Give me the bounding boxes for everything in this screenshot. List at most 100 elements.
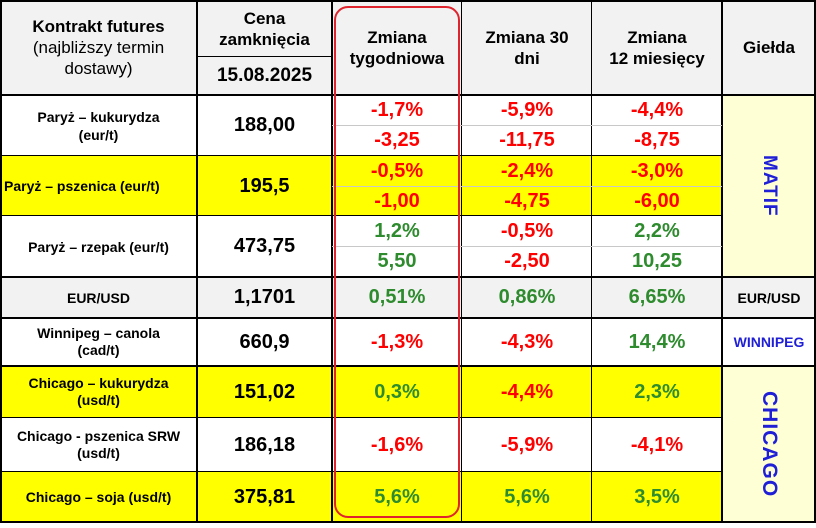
row-winnipeg-canola-12m: 14,4%	[592, 318, 722, 366]
value: 0,51%	[368, 286, 426, 308]
row-paris-rapeseed-price: 473,75	[197, 216, 332, 277]
row-eurusd-weekly: 0,51%	[332, 277, 462, 318]
header-contract: Kontrakt futures (najbliższy termin dost…	[0, 0, 197, 95]
value: -1,3%	[370, 330, 424, 353]
grid-line	[331, 0, 333, 522]
row-winnipeg-canola-30d: -4,3%	[462, 318, 592, 366]
row-paris-wheat-weekly-pct: -0,5%	[332, 156, 462, 186]
value: -4,3%	[500, 330, 554, 353]
row-chicago-soy-price: 375,81	[197, 472, 332, 522]
row-winnipeg-canola-price: 660,9	[197, 318, 332, 366]
row-name-line1: EUR/USD	[66, 289, 130, 306]
value: 3,5%	[634, 485, 680, 508]
header-12-line2: 12 miesięcy	[609, 48, 705, 68]
price-value: 188,00	[233, 114, 296, 136]
row-paris-wheat-30d-pct: -2,4%	[462, 156, 592, 186]
grid-line	[591, 0, 592, 522]
header-close-date: 15.08.2025	[197, 57, 332, 95]
row-chicago-soy-30d: 5,6%	[462, 472, 592, 522]
value: 1,2%	[374, 219, 420, 242]
value: -8,75	[634, 129, 680, 151]
row-chicago-corn-weekly: 0,3%	[332, 366, 462, 418]
value: -5,9%	[500, 98, 554, 121]
value: 5,50	[377, 250, 417, 272]
header-30-line1: Zmiana 30	[485, 27, 569, 47]
row-name-line1: Paryż – rzepak (eur/t)	[28, 238, 169, 255]
value: -4,4%	[630, 98, 684, 121]
value: 5,6%	[504, 485, 550, 508]
value: -0,5%	[370, 159, 424, 182]
price-value: 186,18	[233, 433, 296, 456]
grid-line	[0, 155, 722, 156]
row-paris-wheat-weekly-abs: -1,00	[332, 186, 462, 216]
row-paris-rapeseed-30d-pct: -0,5%	[462, 216, 592, 246]
row-paris-wheat-12m-abs: -6,00	[592, 186, 722, 216]
grid-line	[332, 246, 722, 247]
grid-line	[0, 276, 816, 278]
row-paris-wheat-price: 195,5	[197, 156, 332, 216]
row-paris-corn-weekly-pct: -1,7%	[332, 95, 462, 125]
row-chicago-wheat-weekly: -1,6%	[332, 418, 462, 472]
row-paris-corn-12m-pct: -4,4%	[592, 95, 722, 125]
value: 5,6%	[374, 485, 420, 508]
value: -2,4%	[500, 159, 554, 182]
value: 2,2%	[634, 219, 680, 242]
header-weekly-line1: Zmiana	[367, 27, 427, 47]
header-contract-line2: (najbliższy termin	[32, 38, 165, 57]
row-chicago-wheat-name: Chicago - pszenica SRW (usd/t)	[0, 418, 197, 472]
header-12-months: Zmiana 12 miesięcy	[592, 0, 722, 95]
row-paris-rapeseed-name: Paryż – rzepak (eur/t)	[0, 216, 197, 277]
row-eurusd-name: EUR/USD	[0, 277, 197, 318]
value: 14,4%	[628, 330, 686, 353]
value: -11,75	[499, 129, 555, 151]
row-chicago-soy-name: Chicago – soja (usd/t)	[0, 472, 197, 522]
grid-line	[0, 94, 816, 96]
grid-line	[332, 125, 722, 126]
weekly-column-highlight-frame	[334, 6, 460, 518]
row-paris-corn-30d-pct: -5,9%	[462, 95, 592, 125]
header-exchange: Giełda	[722, 0, 816, 95]
header-weekly-line2: tygodniowa	[349, 48, 445, 68]
grid-line	[0, 521, 816, 523]
header-close-line2: zamknięcia	[219, 29, 310, 49]
row-name-line1: Paryż – pszenica (eur/t)	[4, 178, 160, 194]
grid-line	[721, 0, 723, 522]
row-name-line1: Winnipeg – canola	[37, 325, 160, 341]
row-name-line1: Paryż – kukurydza	[37, 108, 160, 125]
row-chicago-wheat-price: 186,18	[197, 418, 332, 472]
row-chicago-soy-12m: 3,5%	[592, 472, 722, 522]
row-chicago-corn-30d: -4,4%	[462, 366, 592, 418]
price-value: 660,9	[239, 330, 290, 353]
grid-line	[196, 0, 198, 522]
row-chicago-corn-12m: 2,3%	[592, 366, 722, 418]
value: 10,25	[631, 250, 683, 272]
exchange-winnipeg-label: WINNIPEG	[733, 334, 805, 350]
exchange-matif-label: MATIF	[759, 155, 780, 217]
exchange-chicago: CHICAGO	[722, 366, 816, 522]
grid-line	[0, 317, 816, 319]
header-close-line1: Cena	[243, 8, 286, 28]
row-paris-corn-price: 188,00	[197, 95, 332, 156]
row-paris-wheat-12m-pct: -3,0%	[592, 156, 722, 186]
header-contract-line1: Kontrakt futures	[32, 17, 165, 36]
value: -1,7%	[370, 98, 424, 121]
row-paris-rapeseed-weekly-pct: 1,2%	[332, 216, 462, 246]
row-name-line2: (usd/t)	[77, 392, 120, 408]
exchange-winnipeg: WINNIPEG	[722, 318, 816, 366]
value: -2,50	[504, 250, 550, 272]
price-value: 1,1701	[233, 286, 296, 308]
row-paris-wheat-name: Paryż – pszenica (eur/t)	[0, 156, 197, 216]
value: 2,3%	[634, 380, 680, 403]
value: -1,00	[374, 189, 420, 212]
row-paris-corn-name: Paryż – kukurydza (eur/t)	[0, 95, 197, 156]
value: -3,25	[374, 129, 420, 151]
value: -1,6%	[370, 433, 424, 456]
header-12-line1: Zmiana	[627, 27, 687, 47]
row-name-line1: Chicago - pszenica SRW	[16, 428, 181, 444]
row-paris-rapeseed-weekly-abs: 5,50	[332, 246, 462, 277]
row-chicago-soy-weekly: 5,6%	[332, 472, 462, 522]
header-close-price: Cena zamknięcia	[197, 0, 332, 57]
row-eurusd-30d: 0,86%	[462, 277, 592, 318]
row-chicago-corn-price: 151,02	[197, 366, 332, 418]
